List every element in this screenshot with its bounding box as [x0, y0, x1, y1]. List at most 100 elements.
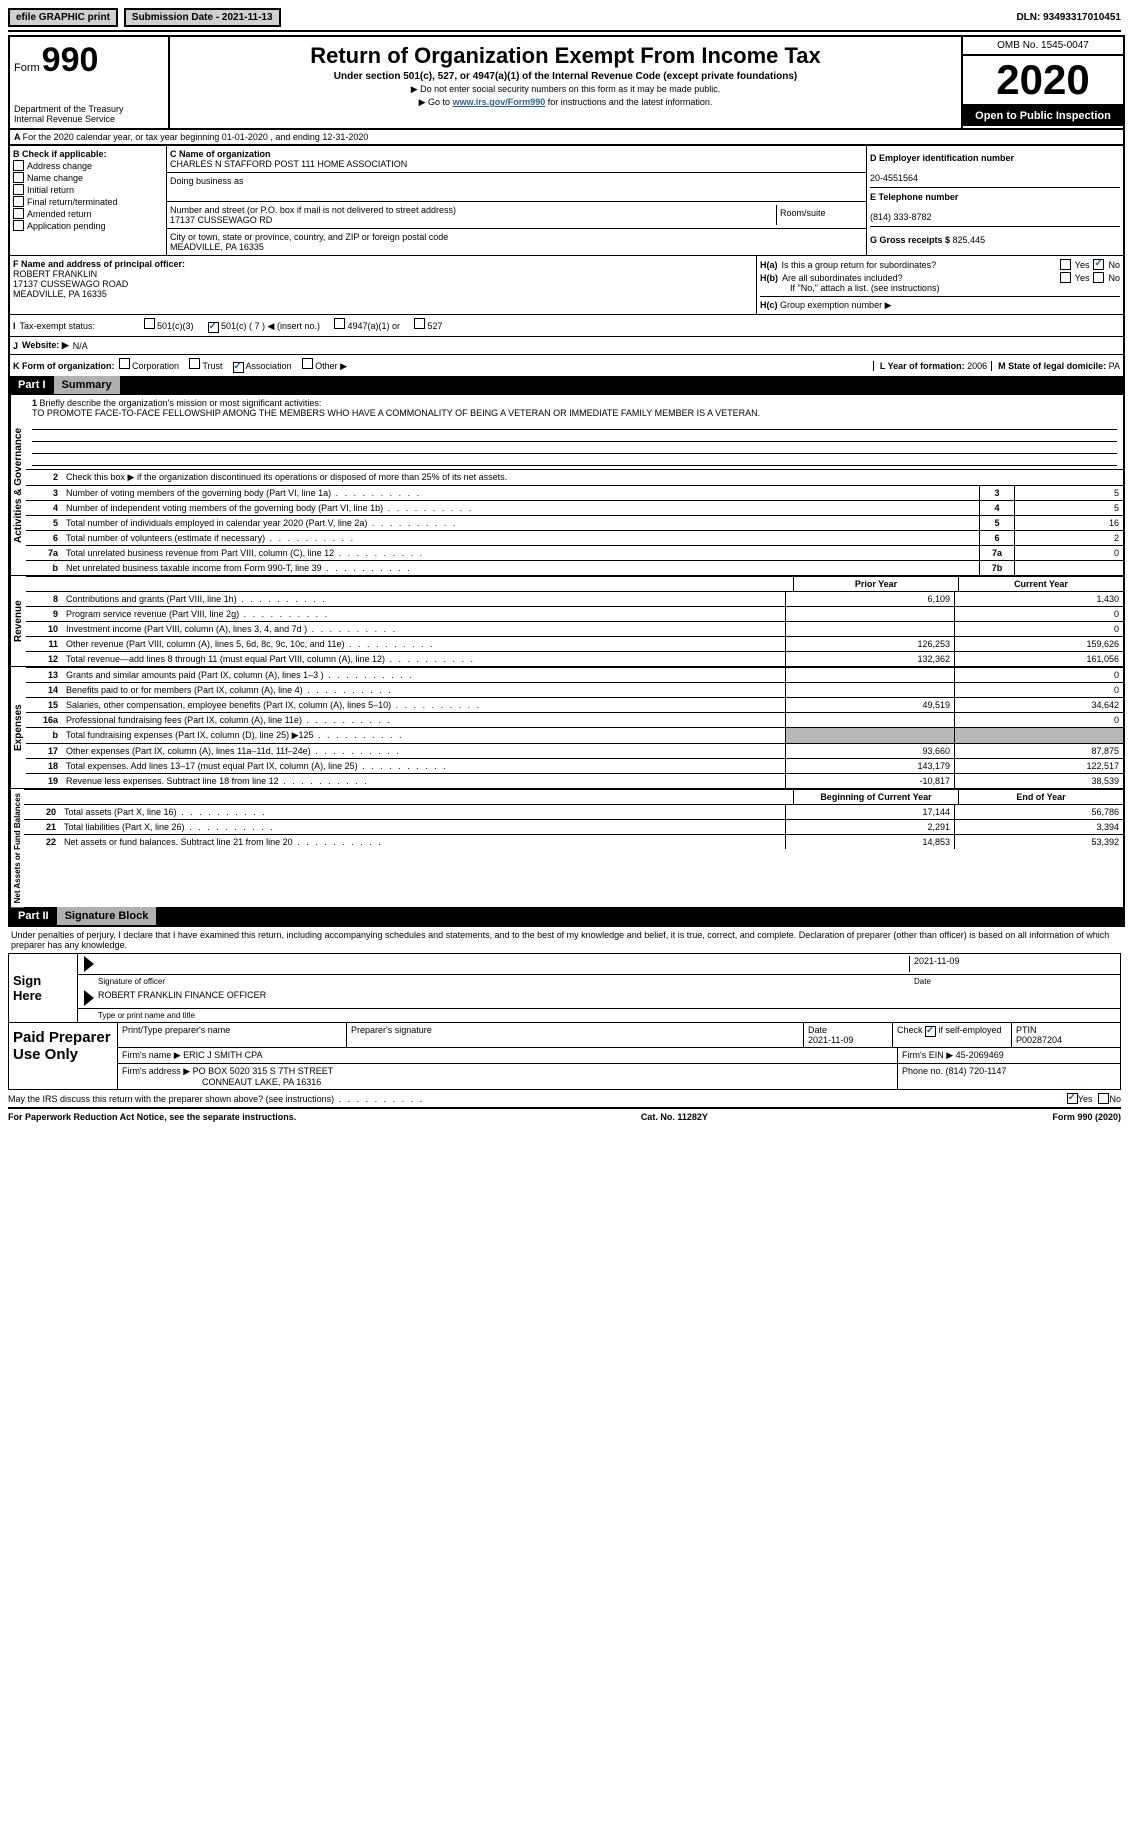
end-year-header: End of Year [958, 790, 1123, 804]
tax-status-3-checkbox[interactable] [414, 318, 425, 329]
hb-yes-checkbox[interactable] [1060, 272, 1071, 283]
hb-no-checkbox[interactable] [1093, 272, 1104, 283]
section-c-label: C Name of organization [170, 149, 271, 159]
gross-receipts-value: 825,445 [953, 235, 986, 245]
line2-text: Check this box ▶ if the organization dis… [62, 470, 1123, 485]
omb-number: OMB No. 1545-0047 [963, 37, 1123, 56]
prep-name-header: Print/Type preparer's name [118, 1023, 347, 1047]
paid-preparer-label: Paid Preparer Use Only [9, 1023, 117, 1089]
part2-num: Part II [10, 907, 57, 925]
vtab-netassets: Net Assets or Fund Balances [10, 789, 24, 907]
tax-status-2-checkbox[interactable] [334, 318, 345, 329]
vtab-governance: Activities & Governance [10, 395, 26, 575]
submission-date: Submission Date - 2021-11-13 [124, 8, 281, 27]
part1-num: Part I [10, 376, 54, 394]
sig-of-officer-label: Signature of officer [98, 977, 914, 986]
dept-treasury: Department of the TreasuryInternal Reven… [14, 104, 164, 124]
self-employed-checkbox[interactable] [925, 1026, 936, 1037]
firm-phone: (814) 720-1147 [946, 1066, 1007, 1076]
footer-formref: Form 990 (2020) [1052, 1112, 1121, 1122]
room-suite-label: Room/suite [776, 205, 863, 225]
discuss-yes-checkbox[interactable] [1067, 1093, 1078, 1104]
hc-label: Group exemption number ▶ [780, 300, 891, 310]
efile-button[interactable]: efile GRAPHIC print [8, 8, 118, 27]
ha-no-checkbox[interactable] [1093, 259, 1104, 270]
discuss-no-checkbox[interactable] [1098, 1093, 1109, 1104]
dln: DLN: 93493317010451 [1016, 12, 1121, 23]
ein-label: D Employer identification number [870, 153, 1014, 163]
hb-question: Are all subordinates included? [782, 273, 1056, 283]
year-formation-value: 2006 [967, 361, 987, 371]
goto-line: ▶ Go to www.irs.gov/Form990 for instruct… [174, 97, 957, 108]
firm-ein: 45-2069469 [956, 1050, 1004, 1060]
checkbox-final-return-terminated[interactable] [13, 196, 24, 207]
officer-addr2: MEADVILLE, PA 16335 [13, 289, 107, 299]
ha-question: Is this a group return for subordinates? [782, 260, 1056, 270]
vtab-expenses: Expenses [10, 667, 26, 788]
firm-address: PO BOX 5020 315 S 7TH STREET [193, 1066, 334, 1076]
year-formation-label: L Year of formation: [880, 361, 967, 371]
prep-sig-header: Preparer's signature [347, 1023, 804, 1047]
footer-paperwork: For Paperwork Reduction Act Notice, see … [8, 1112, 296, 1122]
tax-year: 2020 [963, 56, 1123, 106]
gross-receipts-label: G Gross receipts $ [870, 235, 953, 245]
line-a: A For the 2020 calendar year, or tax yea… [10, 128, 1123, 144]
part2-title: Signature Block [57, 907, 157, 925]
type-name-label: Type or print name and title [98, 1011, 195, 1020]
form-org-0-checkbox[interactable] [119, 358, 130, 369]
signature-declaration: Under penalties of perjury, I declare th… [8, 927, 1121, 953]
discuss-question: May the IRS discuss this return with the… [8, 1094, 1067, 1104]
section-b-header: B Check if applicable: [13, 149, 163, 159]
phone-label: E Telephone number [870, 192, 958, 202]
checkbox-name-change[interactable] [13, 172, 24, 183]
form-org-3-checkbox[interactable] [302, 358, 313, 369]
sign-here-label: Sign Here [9, 954, 77, 1022]
website-value: N/A [73, 341, 88, 351]
checkbox-address-change[interactable] [13, 160, 24, 171]
tax-status-1-checkbox[interactable] [208, 322, 219, 333]
beginning-year-header: Beginning of Current Year [793, 790, 958, 804]
form-word: Form [14, 62, 40, 74]
form-org-label: K Form of organization: [13, 361, 115, 371]
state-domicile-label: M State of legal domicile: [998, 361, 1109, 371]
open-public: Open to Public Inspection [963, 106, 1123, 126]
form-number: 990 [42, 41, 99, 80]
firm-name: ERIC J SMITH CPA [183, 1050, 262, 1060]
ha-yes-checkbox[interactable] [1060, 259, 1071, 270]
prior-year-header: Prior Year [793, 577, 958, 591]
sig-date-label: Date [914, 977, 1114, 986]
checkbox-application-pending[interactable] [13, 220, 24, 231]
state-domicile-value: PA [1109, 361, 1120, 371]
dba-label: Doing business as [170, 176, 244, 186]
officer-addr1: 17137 CUSSEWAGO ROAD [13, 279, 128, 289]
footer-catno: Cat. No. 11282Y [641, 1112, 708, 1122]
form-subtitle: Under section 501(c), 527, or 4947(a)(1)… [174, 71, 957, 82]
hb-note: If "No," attach a list. (see instruction… [790, 283, 1120, 293]
org-name: CHARLES N STAFFORD POST 111 HOME ASSOCIA… [170, 159, 407, 169]
mission-label: Briefly describe the organization's miss… [40, 398, 322, 408]
checkbox-initial-return[interactable] [13, 184, 24, 195]
tax-status-0-checkbox[interactable] [144, 318, 155, 329]
section-f-label: F Name and address of principal officer: [13, 259, 185, 269]
officer-name: ROBERT FRANKLIN [13, 269, 97, 279]
form-org-1-checkbox[interactable] [189, 358, 200, 369]
irs-link[interactable]: www.irs.gov/Form990 [453, 97, 546, 107]
form-title: Return of Organization Exempt From Incom… [174, 43, 957, 69]
form-org-2-checkbox[interactable] [233, 362, 244, 373]
city-label: City or town, state or province, country… [170, 232, 448, 242]
street-address: 17137 CUSSEWAGO RD [170, 215, 272, 225]
tax-exempt-label: Tax-exempt status: [20, 321, 140, 331]
ssn-warning: ▶ Do not enter social security numbers o… [174, 84, 957, 95]
sig-date-value: 2021-11-09 [909, 956, 1114, 972]
addr-label: Number and street (or P.O. box if mail i… [170, 205, 456, 215]
website-label: Website: ▶ [22, 340, 69, 351]
city-state-zip: MEADVILLE, PA 16335 [170, 242, 264, 252]
vtab-revenue: Revenue [10, 576, 26, 666]
phone-value: (814) 333-8782 [870, 212, 932, 222]
checkbox-amended-return[interactable] [13, 208, 24, 219]
current-year-header: Current Year [958, 577, 1123, 591]
mission-text: TO PROMOTE FACE-TO-FACE FELLOWSHIP AMONG… [32, 408, 760, 418]
ein-value: 20-4551564 [870, 173, 918, 183]
part1-title: Summary [54, 376, 120, 394]
officer-signature-name: ROBERT FRANKLIN FINANCE OFFICER [98, 990, 266, 1006]
